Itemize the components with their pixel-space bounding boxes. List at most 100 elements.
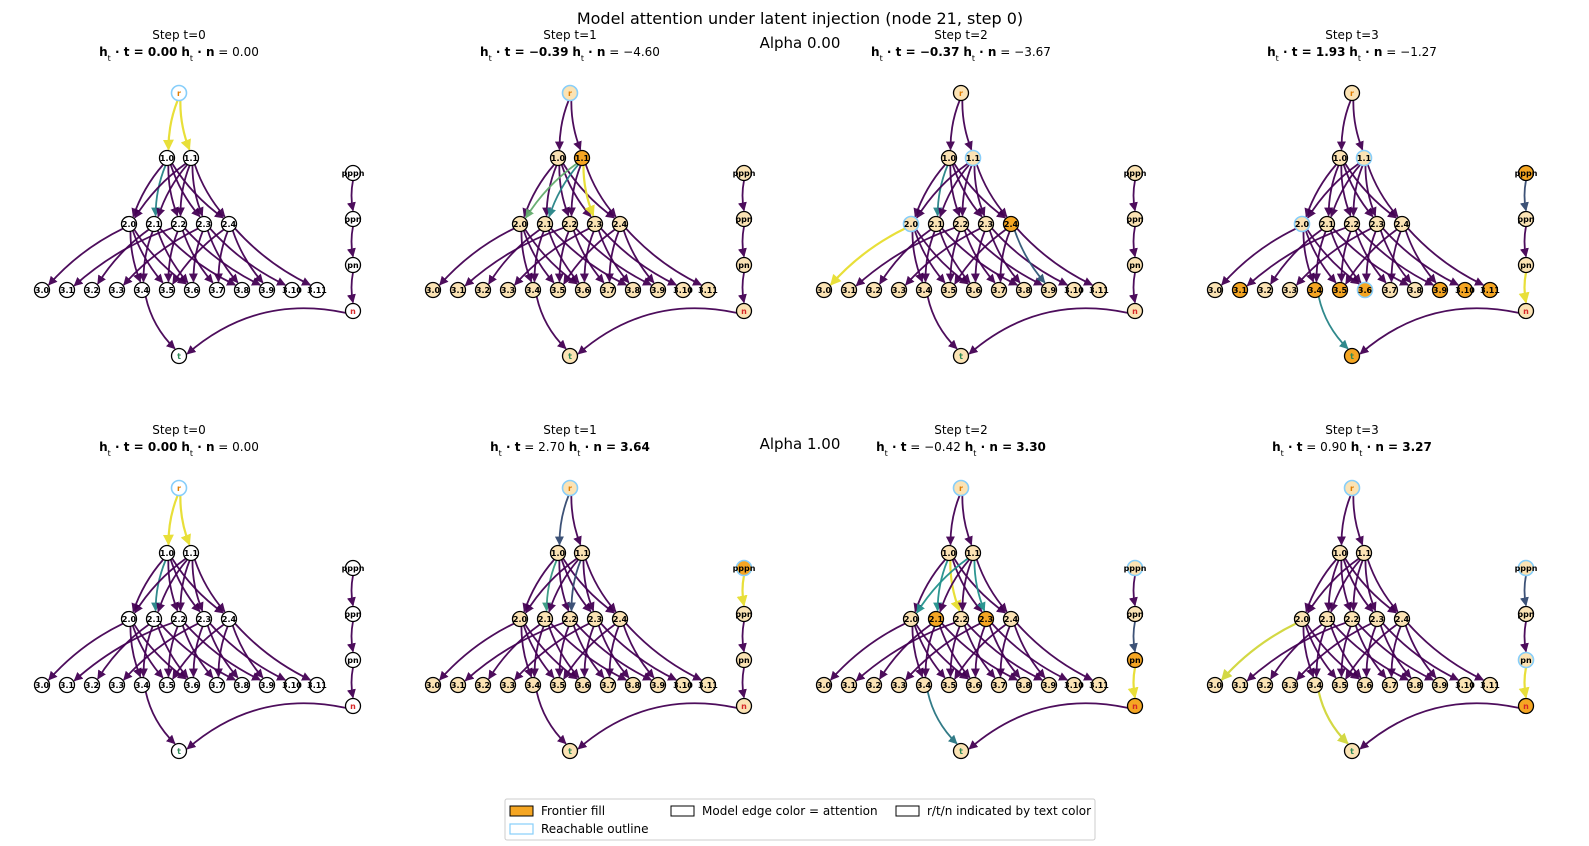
edge-1-1-to-2-0	[1307, 557, 1360, 614]
edge-ppn-to-pn	[1520, 621, 1529, 653]
edge-pn-to-n	[738, 272, 747, 304]
edge-1-1-to-2-3	[1364, 560, 1377, 612]
edge-2-1-to-3-6	[156, 625, 189, 679]
node-1-1	[1355, 544, 1373, 562]
node-3-8	[624, 676, 642, 694]
edge-2-4-to-3-11	[625, 227, 703, 286]
node-label-3-3: 3.3	[1283, 681, 1297, 690]
node-3-6	[574, 281, 592, 299]
edge-2-0-to-3-0	[1221, 227, 1297, 286]
node-label-r: r	[177, 89, 181, 98]
edge-2-0-to-3-4	[129, 626, 142, 678]
node-label-3-4: 3.4	[1308, 681, 1323, 690]
node-label-pppn: pppn	[342, 169, 365, 178]
edge-1-1-to-2-4	[975, 164, 1008, 218]
edge-2-0-to-3-4	[520, 231, 533, 283]
node-label-pppn: pppn	[342, 564, 365, 573]
node-label-3-3: 3.3	[892, 681, 906, 690]
edge-2-2-to-3-1	[73, 226, 173, 287]
node-label-3-11: 3.11	[698, 681, 718, 690]
nodes: r 1.0 1.1 2.0 2.1 2.2 2.3 2.4 3.0 3.1 3.2 3.3 3.4 3.5…	[424, 84, 756, 365]
node-3-3	[1281, 281, 1299, 299]
edge-2-0-to-3-0	[439, 227, 515, 286]
edge-r-to-1-1	[961, 495, 973, 546]
edge-2-4-to-3-11	[1407, 622, 1485, 681]
node-label-t: t	[177, 352, 181, 361]
node-label-1-1: 1.1	[184, 154, 199, 163]
node-label-2-1: 2.1	[929, 220, 944, 229]
edge-2-3-to-3-6	[579, 231, 595, 283]
node-pppn	[735, 559, 753, 577]
edge-2-3-to-3-3	[514, 227, 590, 286]
node-label-3-3: 3.3	[1283, 286, 1297, 295]
node-label-2-1: 2.1	[929, 615, 944, 624]
edge-pn-to-n	[738, 667, 747, 699]
node-2-3	[1368, 215, 1386, 233]
edge-2-2-to-3-7	[572, 230, 605, 284]
edge-2-0-to-3-0	[48, 622, 124, 681]
edge-n-to-t	[186, 307, 346, 355]
nodes: r 1.0 1.1 2.0 2.1 2.2 2.3 2.4 3.0 3.1 3.2 3.3 3.4 3.5…	[424, 479, 756, 760]
node-label-3-0: 3.0	[426, 286, 441, 295]
node-label-2-2: 2.2	[563, 220, 577, 229]
node-r	[170, 479, 188, 497]
nodes: r 1.0 1.1 2.0 2.1 2.2 2.3 2.4 3.0 3.1 3.2 3.3 3.4 3.5…	[1206, 84, 1538, 365]
node-1-1	[182, 149, 200, 167]
node-pppn	[344, 164, 362, 182]
node-3-2	[83, 676, 101, 694]
edge-1-1-to-2-1	[1329, 558, 1362, 613]
edge-1-1-to-2-3	[973, 165, 986, 217]
node-label-r: r	[177, 484, 181, 493]
metrics-line: ht · t = −0.42 ht · n = 3.30	[876, 440, 1046, 458]
edge-3-4-to-t	[1317, 296, 1349, 350]
node-3-9	[1040, 676, 1058, 694]
node-t	[170, 347, 188, 365]
edge-2-1-to-3-2	[97, 228, 150, 285]
panel-0-2: Step t=2 ht · t = −0.37 ht · n = −3.67 r 1.…	[815, 28, 1147, 365]
node-label-3-7: 3.7	[601, 286, 615, 295]
legend-frame	[504, 798, 1096, 841]
node-label-3-10: 3.10	[1455, 286, 1475, 295]
edge-2-1-to-3-2	[488, 228, 541, 285]
node-n	[1126, 302, 1144, 320]
node-label-2-0: 2.0	[513, 220, 528, 229]
edge-2-3-to-3-6	[970, 626, 986, 678]
node-label-3-4: 3.4	[135, 286, 150, 295]
node-3-0	[424, 281, 442, 299]
node-label-ppn: ppn	[1126, 215, 1143, 224]
node-2-1	[145, 610, 163, 628]
node-label-3-3: 3.3	[501, 681, 515, 690]
edge-ppn-to-pn	[1520, 226, 1529, 258]
node-r	[952, 84, 970, 102]
node-label-3-7: 3.7	[601, 681, 615, 690]
edge-2-4-to-3-5	[172, 228, 225, 285]
node-1-1	[1355, 149, 1373, 167]
edge-2-0-to-3-0	[830, 622, 906, 681]
edge-2-3-to-3-6	[188, 231, 204, 283]
node-label-2-4: 2.4	[613, 615, 628, 624]
node-n	[1517, 302, 1535, 320]
metrics-line: ht · t = −0.37 ht · n = −3.67	[871, 45, 1051, 63]
node-2-1	[145, 215, 163, 233]
step-label: Step t=0	[152, 423, 206, 437]
node-label-3-1: 3.1	[1233, 286, 1248, 295]
edge-2-0-to-3-0	[1220, 622, 1297, 681]
node-3-8	[1015, 676, 1033, 694]
node-label-2-3: 2.3	[1370, 220, 1384, 229]
edge-2-2-to-3-7	[572, 625, 605, 679]
node-label-3-8: 3.8	[235, 681, 250, 690]
node-2-0	[511, 610, 529, 628]
edge-2-3-to-3-6	[1361, 231, 1377, 283]
node-pn	[344, 651, 362, 669]
edge-ppn-to-pn	[1129, 226, 1138, 258]
node-label-pppn: pppn	[1515, 564, 1538, 573]
node-label-3-5: 3.5	[551, 286, 566, 295]
edge-2-3-to-3-3	[1296, 622, 1372, 681]
node-label-2-1: 2.1	[147, 220, 162, 229]
node-3-5	[549, 281, 567, 299]
node-label-3-11: 3.11	[698, 286, 718, 295]
node-label-3-9: 3.9	[1433, 286, 1448, 295]
node-pn	[735, 651, 753, 669]
node-2-1	[1318, 610, 1336, 628]
node-3-9	[649, 676, 667, 694]
